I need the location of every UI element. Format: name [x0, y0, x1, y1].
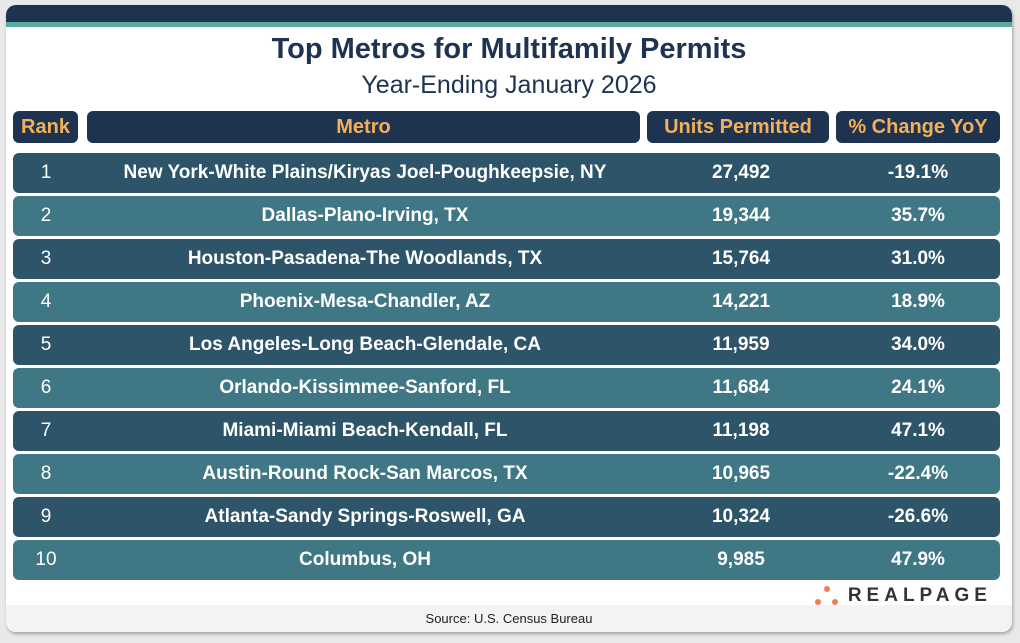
cell-metro: Orlando-Kissimmee-Sanford, FL	[219, 377, 511, 398]
cell-units: 9,985	[717, 549, 765, 570]
cell-units: 27,492	[711, 162, 771, 183]
cell-change: -22.4%	[887, 463, 949, 484]
cell-metro: New York-White Plains/Kiryas Joel-Poughk…	[123, 162, 607, 183]
cell-metro: Atlanta-Sandy Springs-Roswell, GA	[204, 506, 526, 527]
cell-metro: Miami-Miami Beach-Kendall, FL	[222, 420, 508, 441]
cell-change: 18.9%	[891, 291, 945, 312]
cell-units: 11,959	[712, 334, 770, 355]
cell-units: 15,764	[711, 248, 771, 269]
cell-units: 10,324	[711, 506, 771, 527]
accent-stripe	[6, 22, 1012, 27]
cell-change: -26.6%	[887, 506, 949, 527]
cell-rank: 10	[35, 549, 57, 570]
header-change: % Change YoY	[836, 111, 1000, 143]
table-row: 4 Phoenix-Mesa-Chandler, AZ 14,221 18.9%	[13, 282, 1000, 322]
cell-metro: Austin-Round Rock-San Marcos, TX	[202, 463, 528, 484]
cell-rank: 4	[40, 291, 52, 312]
table-row: 2 Dallas-Plano-Irving, TX 19,344 35.7%	[13, 196, 1000, 236]
cell-change: 24.1%	[891, 377, 945, 398]
cell-rank: 6	[40, 377, 52, 398]
cell-change: 47.1%	[891, 420, 945, 441]
logo-dots-icon	[814, 586, 838, 605]
table-row: 10 Columbus, OH 9,985 47.9%	[13, 540, 1000, 580]
table-row: 1 New York-White Plains/Kiryas Joel-Pough…	[13, 153, 1000, 193]
table-row: 6 Orlando-Kissimmee-Sanford, FL 11,684 24.1…	[13, 368, 1000, 408]
header-units: Units Permitted	[647, 111, 829, 143]
cell-rank: 2	[40, 205, 52, 226]
table-row: 5 Los Angeles-Long Beach-Glendale, CA 11,9…	[13, 325, 1000, 365]
table-row: 9 Atlanta-Sandy Springs-Roswell, GA 10,324…	[13, 497, 1000, 537]
cell-rank: 9	[40, 506, 52, 527]
cell-metro: Columbus, OH	[299, 549, 431, 570]
cell-units: 14,221	[711, 291, 771, 312]
header-metro: Metro	[87, 111, 640, 143]
table-row: 3 Houston-Pasadena-The Woodlands, TX 15,76…	[13, 239, 1000, 279]
chart-subtitle: Year-Ending January 2026	[361, 71, 657, 99]
cell-metro: Phoenix-Mesa-Chandler, AZ	[239, 291, 491, 312]
chart-title: Top Metros for Multifamily Permits	[271, 33, 747, 65]
source-note: Source: U.S. Census Bureau	[6, 605, 1012, 632]
cell-change: 47.9%	[891, 549, 945, 570]
cell-rank: 3	[40, 248, 52, 269]
cell-units: 11,198	[712, 420, 770, 441]
cell-rank: 7	[40, 420, 52, 441]
cell-rank: 5	[40, 334, 52, 355]
cell-change: -19.1%	[887, 162, 949, 183]
table-row: 8 Austin-Round Rock-San Marcos, TX 10,965 -…	[13, 454, 1000, 494]
cell-metro: Houston-Pasadena-The Woodlands, TX	[187, 248, 543, 269]
logo-text: REALPAGE	[847, 585, 992, 606]
cell-change: 31.0%	[891, 248, 945, 269]
header-rank: Rank	[13, 111, 78, 143]
cell-units: 10,965	[711, 463, 771, 484]
cell-change: 34.0%	[891, 334, 945, 355]
cell-metro: Los Angeles-Long Beach-Glendale, CA	[189, 334, 541, 355]
cell-units: 11,684	[712, 377, 770, 398]
cell-metro: Dallas-Plano-Irving, TX	[261, 205, 469, 226]
infographic-card: Top Metros for Multifamily Permits Year-…	[6, 5, 1012, 632]
cell-units: 19,344	[711, 205, 771, 226]
table-row: 7 Miami-Miami Beach-Kendall, FL 11,198 47.1…	[13, 411, 1000, 451]
realpage-logo: REALPAGE	[814, 585, 992, 607]
cell-rank: 1	[40, 162, 52, 183]
cell-change: 35.7%	[891, 205, 945, 226]
top-bar	[6, 5, 1012, 22]
cell-rank: 8	[40, 463, 52, 484]
